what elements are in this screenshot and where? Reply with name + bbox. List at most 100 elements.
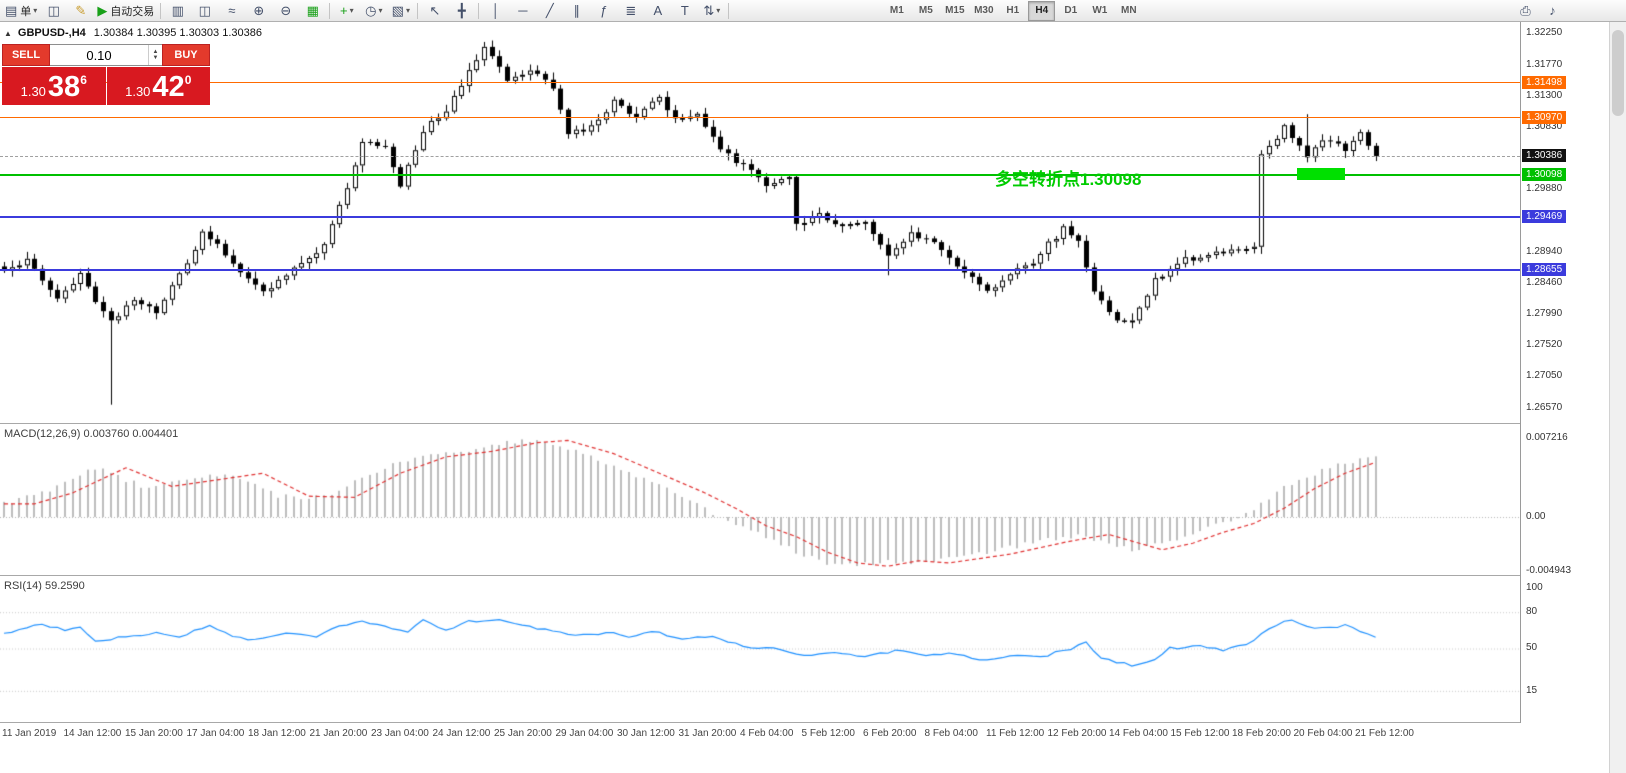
panel-divider[interactable] [0, 423, 1626, 424]
toolbar-right-group: ⎙ ♪ [1512, 0, 1566, 22]
buy-button[interactable]: BUY [162, 44, 210, 66]
ohlc-values-label: 1.30384 1.30395 1.30303 1.30386 [93, 27, 262, 39]
toolbar-template-button[interactable]: ▧ ▾ [387, 0, 414, 22]
price-axis[interactable]: 1.322501.317701.313001.308301.303601.298… [1521, 22, 1609, 748]
timeframe-d1-button[interactable]: D1 [1064, 5, 1078, 16]
toolbar-speaker-button[interactable]: ♪ [1539, 0, 1566, 22]
timeframe-h4-button[interactable]: H4 [1028, 0, 1056, 21]
speaker-icon: ♪ [1549, 3, 1556, 18]
price-tick-label: 1.30830 [1526, 120, 1563, 132]
price-badge: 1.30386 [1522, 149, 1567, 163]
buy-quote[interactable]: 1.30 42 0 [106, 67, 210, 105]
arrows-tool-icon: ⇅ [703, 3, 715, 18]
toolbar-separator [329, 2, 331, 19]
toolbar-period-selector-button[interactable]: ◷ ▾ [360, 0, 387, 22]
timeframe-m30-button[interactable]: M30 [974, 5, 994, 16]
toolbar-chart-line-button[interactable]: ≈ [218, 0, 245, 22]
toolbar-shapes-tool-button[interactable]: ≣ [617, 0, 644, 22]
scrollbar-thumb[interactable] [1612, 30, 1624, 116]
toolbar-separator [417, 2, 419, 19]
main-chart-canvas[interactable] [0, 22, 1520, 423]
zoom-out-icon: ⊖ [280, 3, 292, 18]
chart-candles-icon: ◫ [198, 3, 211, 18]
sell-button[interactable]: SELL [2, 44, 50, 66]
text-tool-icon: A [653, 3, 663, 18]
toolbar-channel-tool-button[interactable]: ∥ [563, 0, 590, 22]
toolbar-fibonacci-tool-button[interactable]: ƒ [590, 0, 617, 22]
macd-panel-canvas[interactable] [0, 425, 1520, 575]
vertical-scrollbar[interactable] [1609, 22, 1626, 773]
timeframe-w1-button[interactable]: W1 [1092, 5, 1108, 16]
zoom-in-icon: ⊕ [253, 3, 265, 18]
time-axis[interactable]: 11 Jan 2019 14 Jan 12:00 15 Jan 20:00 17 Ja… [0, 724, 1520, 773]
macd-scale-label: 0.00 [1526, 511, 1546, 522]
toolbar-cursor-button[interactable]: ↖ [421, 0, 448, 22]
toolbar-text-tool-button[interactable]: A [644, 0, 671, 22]
volume-input[interactable] [50, 46, 148, 64]
time-label: 24 Jan 12:00 [432, 728, 491, 739]
time-label: 14 Feb 04:00 [1109, 728, 1168, 739]
volume-up-icon[interactable]: ▲ [152, 49, 159, 55]
add-indicator-icon: + [340, 3, 348, 18]
time-label: 17 Jan 04:00 [186, 728, 245, 739]
timeframe-h1-button[interactable]: H1 [1006, 5, 1020, 16]
toolbar-new-order-button[interactable]: ▤ 单 ▾ [2, 0, 40, 22]
price-tick-label: 1.28940 [1526, 245, 1563, 257]
rsi-scale-label: 50 [1526, 642, 1538, 653]
panel-divider [0, 722, 1626, 723]
time-label: 25 Jan 20:00 [494, 728, 552, 739]
buy-price-big: 42 [152, 71, 185, 103]
time-label: 8 Feb 04:00 [924, 728, 978, 739]
timeframe-m15-button[interactable]: M15 [945, 5, 965, 16]
toolbar-autotrading-button[interactable]: ▶ 自动交易 [94, 0, 157, 22]
toolbar-add-indicator-button[interactable]: + ▾ [333, 0, 360, 22]
time-label: 11 Jan 2019 [2, 728, 57, 739]
timeframe-mn-button[interactable]: MN [1121, 5, 1137, 16]
printer-icon: ⎙ [1520, 3, 1531, 18]
toolbar-chart-bars-button[interactable]: ▥ [164, 0, 191, 22]
channel-tool-icon: ∥ [573, 3, 581, 18]
price-tick-label: 1.29880 [1526, 183, 1563, 195]
toolbar-chart-window-button[interactable]: ◫ [40, 0, 67, 22]
one-click-collapse-icon[interactable]: ▲ [4, 28, 12, 38]
timeframe-m5-button[interactable]: M5 [918, 5, 933, 16]
macd-scale-label: -0.004943 [1526, 565, 1572, 576]
sell-price-sup: 6 [80, 73, 87, 87]
label-tool-icon: T [680, 3, 689, 18]
toolbar-printer-button[interactable]: ⎙ [1512, 0, 1539, 22]
toolbar-zoom-in-button[interactable]: ⊕ [245, 0, 272, 22]
toolbar-tile-windows-button[interactable]: ▦ [299, 0, 326, 22]
volume-box: ▲ ▼ [50, 44, 162, 66]
toolbar-metaeditor-button[interactable]: ✎ [67, 0, 94, 22]
price-tick-label: 1.27050 [1526, 370, 1563, 382]
dropdown-caret-icon: ▾ [716, 6, 721, 15]
dropdown-caret-icon: ▾ [33, 6, 38, 15]
toolbar-trendline-tool-button[interactable]: ╱ [536, 0, 563, 22]
sell-price-big: 38 [47, 71, 81, 103]
toolbar-crosshair-button[interactable]: ╋ [448, 0, 475, 22]
toolbar-separator [478, 2, 480, 19]
volume-spinner[interactable]: ▲ ▼ [148, 45, 162, 65]
toolbar-chart-candles-button[interactable]: ◫ [191, 0, 218, 22]
price-tick-label: 1.27990 [1526, 308, 1563, 320]
symbol-period-label: GBPUSD-,H4 [17, 27, 86, 39]
timeframe-group: M1 M5 M15 M30 H1 H4 D1 W1 MN [882, 0, 1143, 21]
toolbar-zoom-out-button[interactable]: ⊖ [272, 0, 299, 22]
toolbar-label-tool-button[interactable]: T [671, 0, 698, 22]
timeframe-m1-button[interactable]: M1 [889, 5, 904, 16]
time-label: 23 Jan 04:00 [371, 728, 429, 739]
volume-down-icon[interactable]: ▼ [152, 55, 159, 61]
time-label: 18 Feb 20:00 [1232, 728, 1291, 739]
sell-quote[interactable]: 1.30 38 6 [2, 67, 106, 105]
new-order-icon: ▤ [5, 3, 18, 18]
price-tick-label: 1.31300 [1526, 89, 1563, 101]
macd-scale-label: 0.007216 [1526, 432, 1568, 443]
toolbar-vertical-line-tool-button[interactable]: │ [482, 0, 509, 22]
rsi-scale-label: 80 [1526, 606, 1538, 617]
price-badge: 1.28655 [1522, 263, 1567, 277]
panel-divider[interactable] [0, 575, 1626, 576]
toolbar-arrows-tool-button[interactable]: ⇅ ▾ [698, 0, 725, 22]
toolbar-horizontal-line-tool-button[interactable]: ─ [509, 0, 536, 22]
price-badge: 1.29469 [1522, 209, 1567, 223]
rsi-panel-canvas[interactable] [0, 577, 1520, 722]
